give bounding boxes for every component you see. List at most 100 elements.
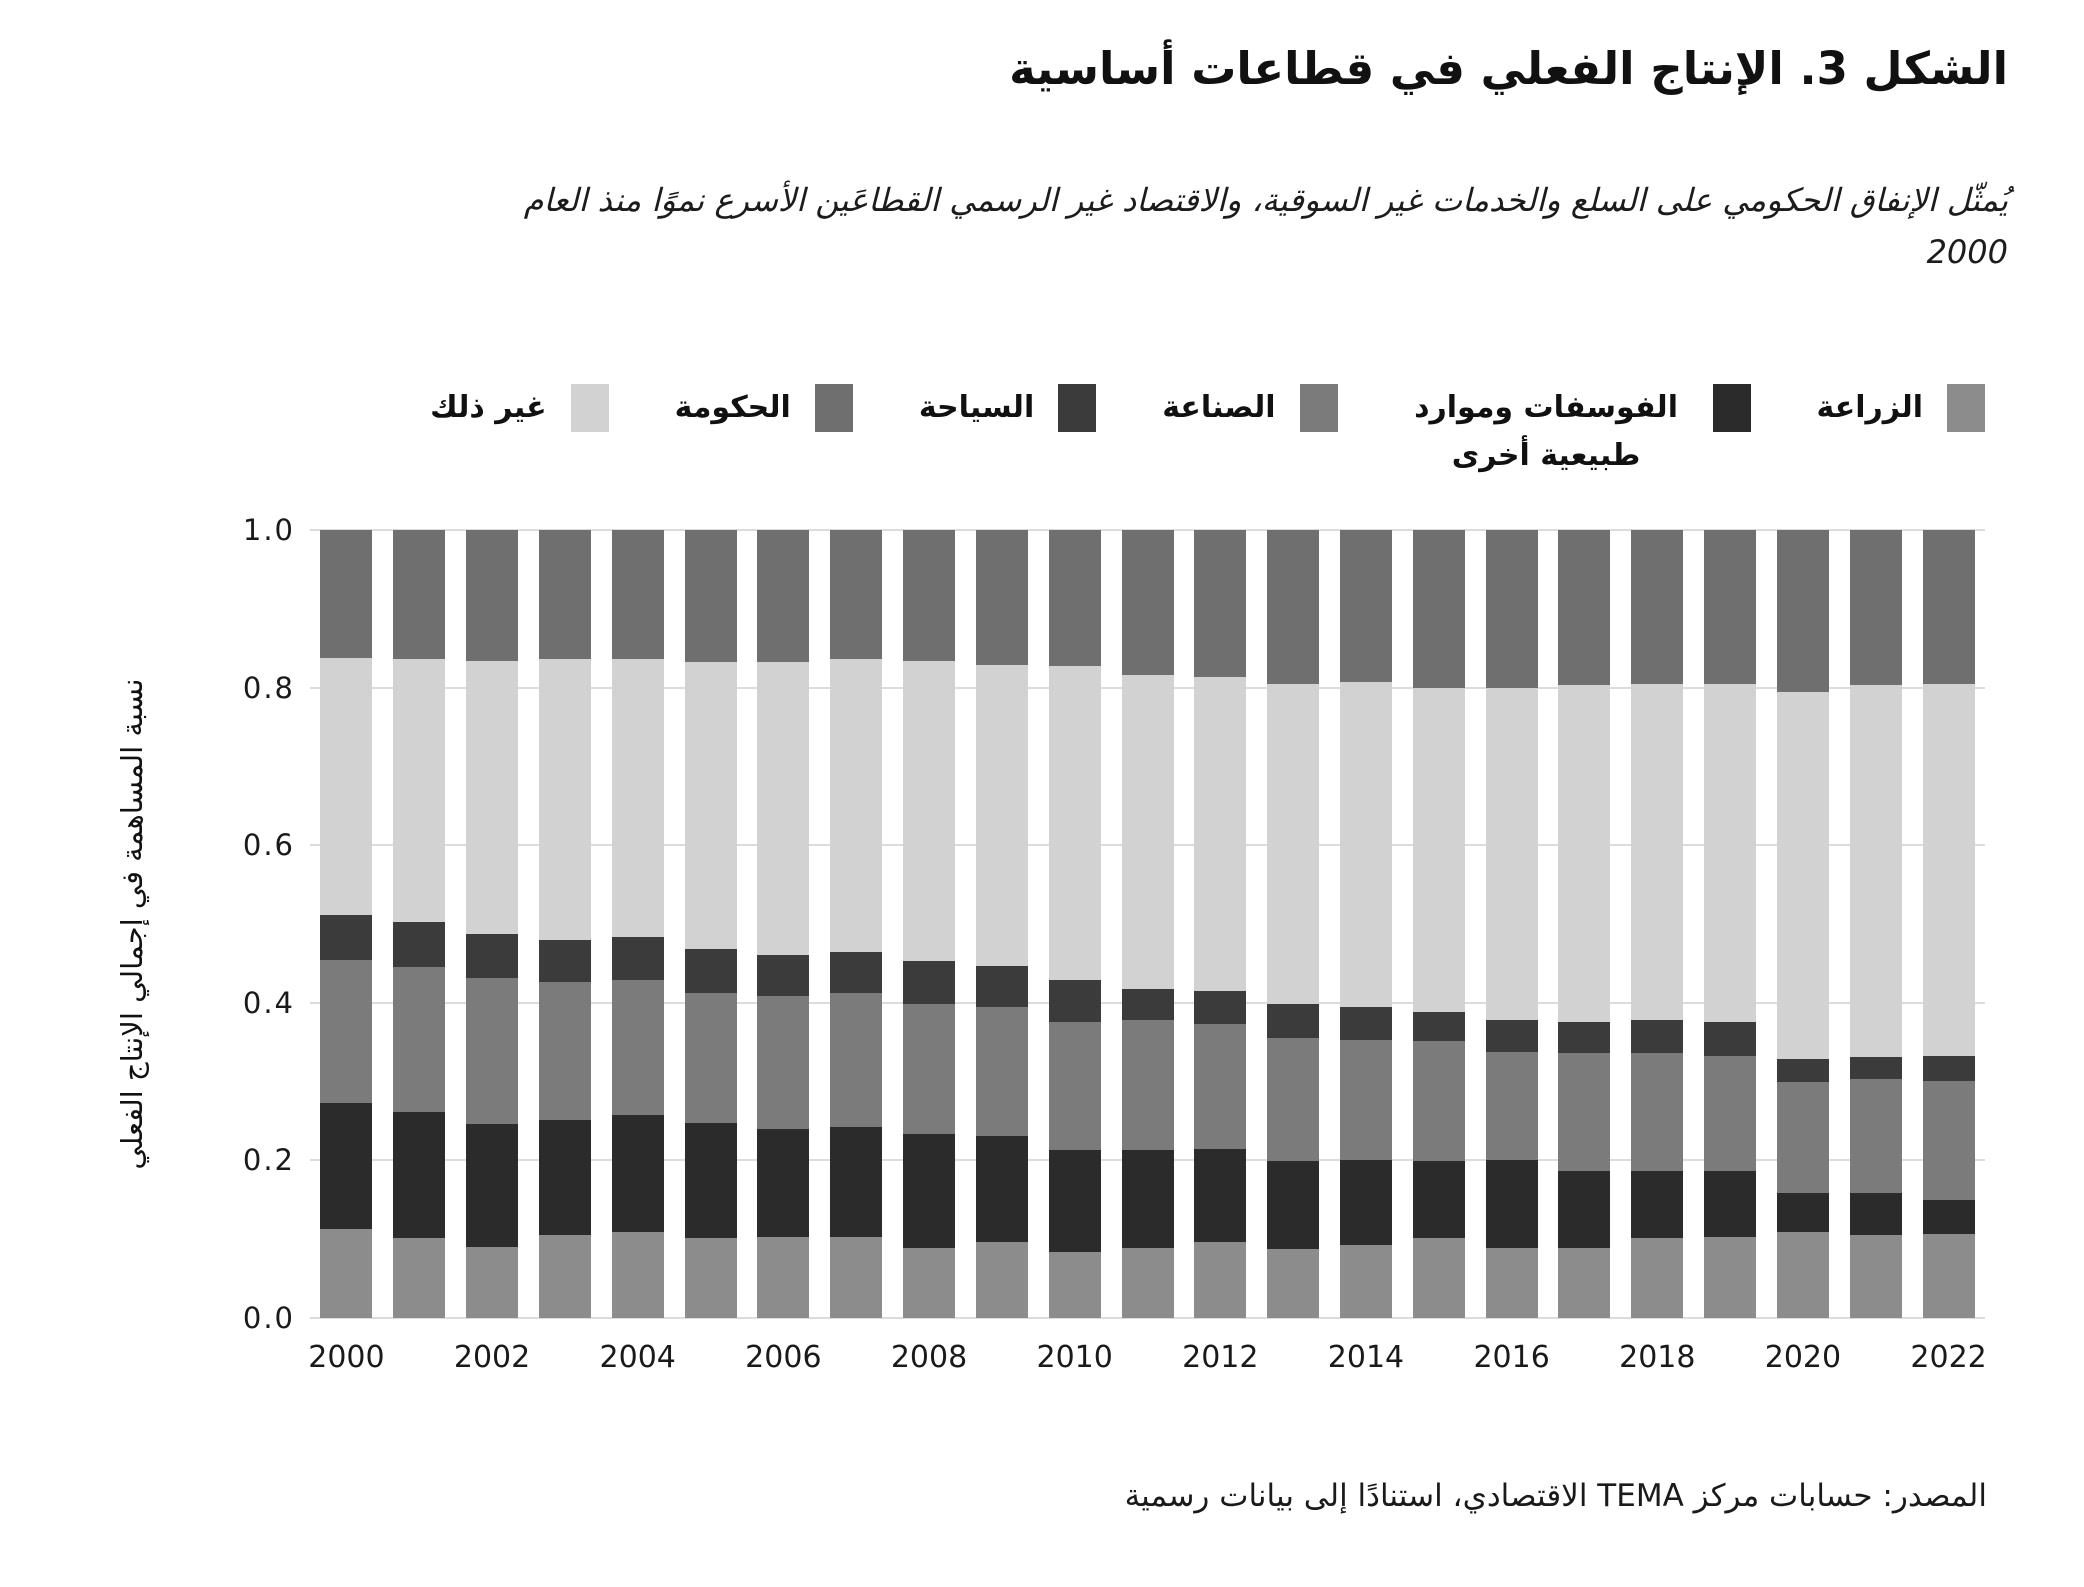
bar-segment [611,530,664,660]
legend-label: غير ذلك [430,390,547,425]
figure-subtitle: يُمثّل الإنفاق الحكومي على السلع والخدما… [523,181,2008,271]
bar-segment [1631,1020,1684,1054]
bar-segment [830,1126,883,1237]
bar-2000 [320,530,373,1318]
bar-segment [1485,1051,1538,1160]
bar-segment [538,981,591,1121]
x-tick-label: 2004 [599,1340,676,1375]
legend-item: الصناعة [1162,384,1338,432]
legend-label: الزراعة [1816,390,1923,425]
bar-segment [1849,1079,1902,1193]
bar-2003 [538,530,591,1318]
y-tick-label: 0.6 [242,828,295,863]
source-note: المصدر: حسابات مركز TEMA الاقتصادي، استن… [1124,1478,1987,1514]
bar-segment [1776,530,1829,692]
x-tick-label: 2000 [308,1340,385,1375]
legend-label: الفوسفات وموارد طبيعية أخرى [1414,390,1678,473]
bar-segment [1194,1148,1247,1243]
bar-segment [1849,685,1902,1058]
bar-segment [1704,1056,1757,1172]
bar-segment [1631,530,1684,685]
bar-segment [1631,1053,1684,1172]
legend-item: الزراعة [1817,384,1985,432]
bar-segment [1412,1011,1465,1042]
bar-2015 [1412,530,1465,1318]
y-axis-title: نسبة المساهمة في إجمالي الإنتاج الفعلي [115,678,149,1170]
legend-swatch [1299,384,1338,432]
bar-2014 [1339,530,1392,1318]
bar-segment [1849,530,1902,686]
legend-item: الحكومة [675,384,853,432]
bar-segment [757,530,810,663]
bar-2019 [1704,530,1757,1318]
bar-segment [1704,1236,1757,1318]
y-tick-label: 1.0 [242,513,295,547]
bar-segment [1558,1171,1611,1248]
bar-segment [684,1238,737,1318]
bar-segment [1776,1058,1829,1083]
y-tick-label: 0.4 [242,985,295,1020]
bar-segment [1194,530,1247,677]
bar-segment [757,1236,810,1318]
bar-segment [1121,675,1174,990]
x-tick-label: 2002 [453,1340,531,1375]
x-axis: 2000 2002 2004 2006 2008 2010 2012 2014 2016 2018… [308,1340,1987,1390]
x-tick-label: 2016 [1473,1340,1550,1375]
bar-segment [903,1134,956,1248]
bar-segment [1267,1161,1320,1249]
bar-segment [1121,1247,1174,1318]
legend-item: غير ذلك [430,384,609,432]
bar-segment [1412,1238,1465,1318]
bar-segment [1849,1057,1902,1080]
legend-swatch [1058,384,1097,432]
bar-2008 [903,530,956,1318]
bar-segment [830,951,883,994]
bar-segment [1412,1041,1465,1162]
bar-segment [1922,683,1975,1057]
bar-segment [1485,687,1538,1021]
figure-title: الشكل 3. الإنتاج الفعلي في قطاعات أساسية [1009,42,2008,95]
bar-segment [320,914,373,961]
bar-segment [393,530,446,660]
bar-segment [1704,530,1757,684]
gridline [310,529,1985,531]
bar-segment [1267,1038,1320,1162]
bar-segment [1704,683,1757,1022]
bar-2022 [1922,530,1975,1318]
legend-label: الحكومة [674,390,791,425]
legend-swatch [814,384,853,432]
x-tick-label: 2008 [890,1340,968,1375]
bar-segment [1048,1251,1101,1318]
x-tick-label: 2010 [1036,1340,1113,1375]
bar-segment [1339,682,1392,1007]
y-tick-label: 0.8 [242,670,295,705]
bar-segment [1194,991,1247,1025]
bar-segment [1558,684,1611,1022]
bar-segment [903,1003,956,1135]
bar-segment [611,1232,664,1318]
x-tick-label: 2006 [745,1340,822,1375]
bar-segment [320,1102,373,1229]
legend-swatch [570,384,609,432]
y-tick-label: 0.2 [242,1143,295,1178]
bar-2005 [684,530,737,1318]
bar-2020 [1776,530,1829,1318]
bar-segment [611,937,664,980]
bar-segment [1776,1232,1829,1318]
bar-segment [611,1114,664,1233]
bar-segment [1631,1171,1684,1239]
x-tick-label: 2020 [1764,1340,1842,1375]
bar-segment [393,1237,446,1318]
bar-segment [538,939,591,982]
bar-segment [1121,989,1174,1021]
bar-2021 [1849,530,1902,1318]
bar-segment [1048,665,1101,980]
bar-segment [1339,530,1392,683]
bar-segment [1121,530,1174,676]
bar-segment [684,530,737,663]
bar-segment [1922,1199,1975,1234]
bar-segment [1485,530,1538,688]
bar-segment [684,1123,737,1239]
bar-segment [466,1124,519,1248]
